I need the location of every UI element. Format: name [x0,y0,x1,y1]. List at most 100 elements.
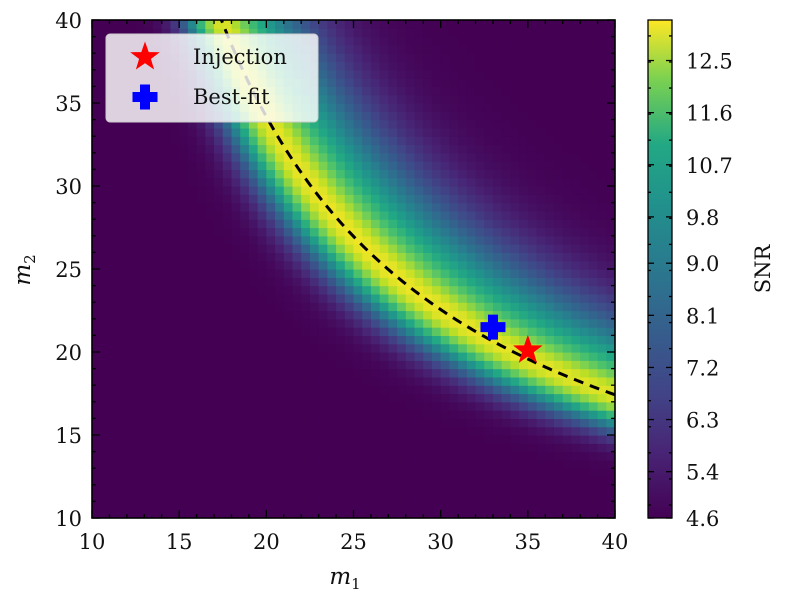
heatmap-cell [283,401,294,411]
heatmap-cell [231,385,241,395]
heatmap-cell [562,61,573,71]
heatmap-cell [431,161,442,170]
heatmap-cell [362,327,372,336]
heatmap-cell [370,244,381,253]
heatmap-cell [144,194,154,204]
heatmap-cell [379,136,389,146]
heatmap-cell [388,219,398,229]
heatmap-cell [405,44,416,54]
heatmap-cell [475,493,485,502]
heatmap-cell [231,202,241,212]
heatmap-cell [414,310,424,320]
heatmap-cell [144,119,154,129]
heatmap-cell [327,36,337,46]
heatmap-cell [527,69,538,79]
heatmap-cell [388,335,398,345]
heatmap-cell [92,194,102,204]
heatmap-cell [275,28,285,38]
heatmap-cell [292,451,302,461]
heatmap-cell [292,385,302,395]
heatmap-cell [153,376,163,386]
heatmap-cell [187,426,198,436]
heatmap-cell [100,44,111,54]
heatmap-cell [545,53,555,63]
heatmap-cell [144,393,154,403]
heatmap-cell [179,360,189,370]
heatmap-cell [466,127,477,137]
heatmap-cell [562,410,573,419]
heatmap-cell [449,20,459,29]
heatmap-cell [170,269,180,278]
heatmap-cell [501,401,511,411]
heatmap-cell [588,61,599,71]
heatmap-cell [283,343,294,353]
heatmap-cell [423,78,433,87]
heatmap-cell [379,44,389,54]
heatmap-cell [510,468,520,478]
heatmap-cell [423,426,433,436]
heatmap-cell [362,186,372,195]
heatmap-cell [580,252,590,262]
heatmap-cell [196,252,206,262]
heatmap-cell [292,127,302,137]
heatmap-cell [466,244,477,253]
heatmap-cell [92,501,102,511]
heatmap-cell [344,443,355,453]
heatmap-cell [553,69,564,79]
heatmap-cell [301,501,311,511]
heatmap-cell [336,335,346,345]
heatmap-cell [597,310,607,320]
heatmap-cell [196,127,206,137]
heatmap-cell [449,302,459,312]
heatmap-cell [492,360,503,370]
heatmap-cell [414,28,424,38]
heatmap-cell [327,393,337,403]
heatmap-cell [440,136,450,146]
heatmap-cell [301,376,311,386]
heatmap-cell [458,310,468,320]
heatmap-cell [466,210,477,220]
heatmap-cell [231,443,241,453]
heatmap-cell [231,327,241,336]
heatmap-cell [309,484,320,494]
heatmap-cell [484,443,494,453]
heatmap-cell [405,277,416,287]
heatmap-cell [597,144,607,154]
heatmap-cell [545,119,555,129]
heatmap-cell [492,152,503,162]
heatmap-cell [92,69,102,79]
heatmap-cell [580,227,590,237]
heatmap-cell [414,210,424,220]
heatmap-cell [257,244,267,253]
heatmap-cell [187,194,198,204]
heatmap-cell [231,493,241,502]
heatmap-cell [510,335,520,345]
heatmap-cell [501,468,511,478]
heatmap-cell [588,435,599,444]
heatmap-cell [92,53,102,63]
heatmap-cell [92,426,102,436]
legend-box [105,33,319,123]
heatmap-cell [275,219,285,229]
heatmap-cell [379,269,389,278]
heatmap-cell [527,103,538,112]
heatmap-cell [440,61,450,71]
heatmap-cell [606,202,615,212]
heatmap-cell [588,244,599,253]
heatmap-cell [187,335,198,345]
heatmap-cell [440,343,450,353]
heatmap-cell [109,451,119,461]
heatmap-cell [336,244,346,253]
heatmap-cell [231,119,241,129]
heatmap-cell [588,459,599,469]
heatmap-cell [144,285,154,295]
heatmap-cell [222,410,233,419]
heatmap-cell [536,393,546,403]
heatmap-cell [510,78,520,87]
heatmap-cell [344,293,355,303]
heatmap-cell [397,36,407,46]
heatmap-cell [336,177,346,187]
heatmap-cell [283,410,294,419]
heatmap-cell [510,119,520,129]
heatmap-cell [92,161,102,170]
